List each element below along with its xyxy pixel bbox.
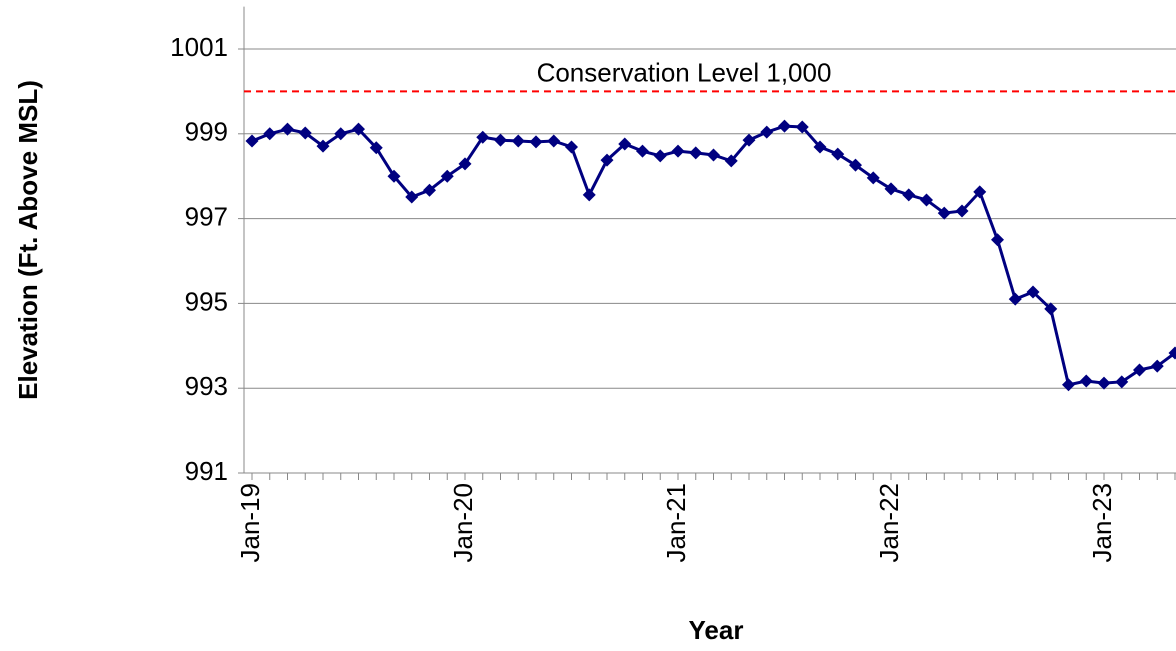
data-point: [1026, 285, 1040, 299]
data-point: [263, 127, 277, 141]
data-point: [724, 154, 738, 168]
data-point: [352, 122, 365, 136]
data-point: [1008, 292, 1022, 306]
y-tick-label: 991: [185, 456, 228, 486]
data-point: [405, 190, 419, 204]
x-tick-label: Jan-20: [448, 483, 478, 563]
reference-label: Conservation Level 1,000: [537, 57, 832, 87]
data-point: [511, 134, 525, 148]
data-point: [1097, 376, 1111, 390]
x-axis-label: Year: [689, 615, 744, 645]
data-point: [813, 140, 827, 154]
y-tick-label: 993: [185, 371, 228, 401]
y-tick-label: 1001: [170, 32, 228, 62]
data-point: [866, 171, 880, 185]
y-tick-label: 997: [185, 201, 228, 231]
data-point: [760, 125, 774, 139]
data-point: [458, 157, 472, 171]
series-line: [251, 124, 1176, 387]
data-point: [494, 133, 507, 147]
data-point: [529, 135, 543, 149]
y-tick-label: 999: [185, 117, 228, 147]
data-point: [1150, 359, 1164, 373]
data-point: [281, 122, 294, 136]
data-point: [618, 137, 632, 151]
data-point: [440, 169, 454, 183]
data-point: [369, 141, 383, 155]
data-point: [636, 144, 649, 158]
data-point: [298, 126, 312, 140]
data-point: [778, 119, 791, 133]
data-point: [245, 134, 259, 148]
data-point: [1168, 346, 1176, 360]
data-point: [671, 144, 685, 158]
y-axis-label: Elevation (Ft. Above MSL): [13, 80, 43, 400]
data-point: [1133, 363, 1146, 377]
data-point: [565, 140, 578, 154]
data-point: [600, 153, 614, 167]
data-point: [387, 169, 401, 183]
x-tick-label: Jan-22: [874, 483, 904, 563]
data-point: [1115, 375, 1129, 389]
data-point: [707, 148, 720, 162]
data-point: [1062, 378, 1075, 392]
data-point: [991, 233, 1004, 247]
data-point: [1079, 374, 1093, 388]
data-point: [920, 193, 933, 207]
data-point: [689, 146, 703, 160]
y-tick-label: 995: [185, 286, 228, 316]
data-point: [849, 158, 862, 172]
data-point: [476, 130, 490, 144]
data-point: [316, 139, 330, 153]
data-point: [582, 188, 596, 202]
data-point: [547, 134, 561, 148]
data-point: [742, 133, 756, 147]
data-point: [831, 147, 845, 161]
data-point: [884, 182, 898, 196]
data-point: [902, 188, 916, 202]
data-point: [937, 206, 951, 220]
data-point: [423, 183, 436, 197]
data-point: [334, 127, 348, 141]
data-point: [653, 149, 667, 163]
data-point: [973, 185, 987, 199]
data-point: [955, 204, 969, 218]
x-tick-label: Jan-23: [1087, 483, 1117, 563]
data-point: [795, 120, 809, 134]
x-tick-label: Jan-19: [235, 483, 265, 563]
data-point: [1044, 302, 1058, 316]
x-tick-label: Jan-21: [661, 483, 691, 563]
